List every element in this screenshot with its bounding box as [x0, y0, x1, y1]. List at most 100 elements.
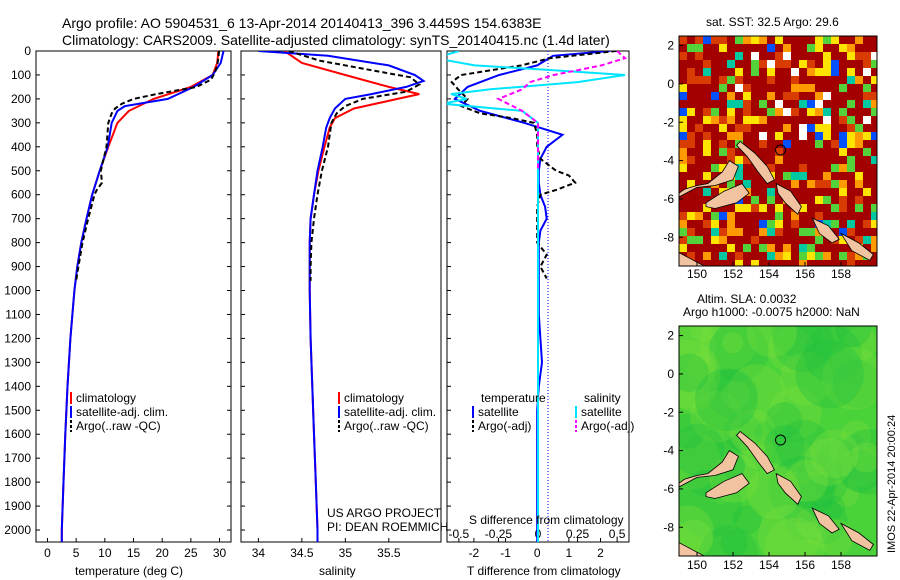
sst-cell: [807, 44, 815, 52]
sst-cell: [767, 140, 775, 148]
sst-cell: [727, 204, 735, 212]
sst-cell: [847, 76, 855, 84]
sst-cell: [775, 212, 783, 220]
depth-tick-label: 1900: [4, 499, 31, 513]
sst-cell: [687, 172, 695, 180]
sst-cell: [719, 132, 727, 140]
sst-cell: [863, 148, 871, 156]
sst-cell: [847, 140, 855, 148]
sst-cell: [743, 124, 751, 132]
sst-cell: [863, 108, 871, 116]
sst-cell: [863, 244, 871, 252]
sst-cell: [767, 228, 775, 236]
sst-cell: [759, 228, 767, 236]
sla-anomaly: [690, 390, 743, 443]
sst-cell: [783, 180, 791, 188]
sst-cell: [751, 180, 759, 188]
sst-cell: [695, 68, 703, 76]
sst-cell: [839, 148, 847, 156]
sst-cell: [719, 148, 727, 156]
sst-cell: [831, 220, 839, 228]
sst-cell: [759, 84, 767, 92]
sst-cell: [807, 108, 815, 116]
sst-cell: [839, 236, 847, 244]
sst-cell: [767, 84, 775, 92]
sst-cell: [831, 212, 839, 220]
sst-cell: [775, 156, 783, 164]
sst-cell: [783, 132, 791, 140]
sst-cell: [719, 116, 727, 124]
sst-cell: [823, 36, 831, 44]
sst-cell: [719, 52, 727, 60]
depth-tick-label: 1300: [4, 355, 31, 369]
sst-cell: [807, 236, 815, 244]
sst-cell: [759, 92, 767, 100]
sst-cell: [703, 124, 711, 132]
sst-cell: [775, 44, 783, 52]
sst-cell: [751, 244, 759, 252]
sst-cell: [759, 156, 767, 164]
sst-cell: [735, 220, 743, 228]
x-tick-label: 1: [566, 546, 573, 560]
sst-cell: [719, 180, 727, 188]
sst-cell: [807, 156, 815, 164]
argo-float-marker: [775, 144, 787, 156]
sst-cell: [815, 212, 823, 220]
sla-anomaly: [810, 429, 859, 479]
sst-cell: [783, 156, 791, 164]
sst-cell: [719, 164, 727, 172]
sst-cell: [783, 236, 791, 244]
sst-cell: [855, 180, 863, 188]
depth-tick-label: 400: [11, 140, 31, 154]
sst-cell: [847, 180, 855, 188]
sla-anomaly: [720, 529, 749, 556]
sst-cell: [863, 236, 871, 244]
sst-cell: [775, 52, 783, 60]
imos-credit: IMOS 22-Apr-2014 20:00:24: [886, 414, 898, 553]
x-tick-label: -0.5: [449, 527, 470, 541]
sst-cell: [719, 204, 727, 212]
sst-cell: [679, 140, 687, 148]
sst-cell: [855, 84, 863, 92]
sst-cell: [695, 252, 703, 260]
sst-cell: [823, 236, 831, 244]
map-x-tick-label: 154: [759, 267, 779, 281]
sst-cell: [759, 44, 767, 52]
sst-cell: [847, 204, 855, 212]
sst-cell: [871, 244, 877, 252]
sst-cell: [719, 140, 727, 148]
sst-cell: [831, 132, 839, 140]
sst-cell: [807, 36, 815, 44]
sst-cell: [703, 140, 711, 148]
sst-map: [679, 36, 877, 266]
legend-t-satellite-label: satellite: [478, 405, 519, 419]
sst-cell: [847, 188, 855, 196]
sst-cell: [727, 92, 735, 100]
legend-satellite-label: satellite-adj. clim.: [76, 405, 169, 419]
sst-cell: [703, 108, 711, 116]
sst-cell: [783, 148, 791, 156]
sst-cell: [703, 60, 711, 68]
sst-cell: [743, 180, 751, 188]
sst-cell: [831, 156, 839, 164]
sst-cell: [807, 164, 815, 172]
sst-cell: [831, 116, 839, 124]
map-x-tick-label: 152: [723, 558, 743, 572]
sst-cell: [711, 164, 719, 172]
sst-cell: [679, 220, 687, 228]
sst-cell: [743, 204, 751, 212]
sst-cell: [735, 60, 743, 68]
sst-cell: [823, 180, 831, 188]
sst-cell: [687, 36, 695, 44]
sst-cell: [863, 204, 871, 212]
sla-map: [679, 326, 877, 556]
sst-cell: [759, 148, 767, 156]
sst-cell: [687, 188, 695, 196]
sla-anomaly: [764, 425, 805, 466]
sst-cell: [791, 148, 799, 156]
legend-argo-label: Argo(..raw -QC): [76, 419, 161, 433]
sst-cell: [815, 100, 823, 108]
t-difference-xlabel: T difference from climatology: [467, 564, 621, 578]
map-y-tick-label: -6: [663, 192, 674, 206]
land-mass: [705, 473, 750, 499]
